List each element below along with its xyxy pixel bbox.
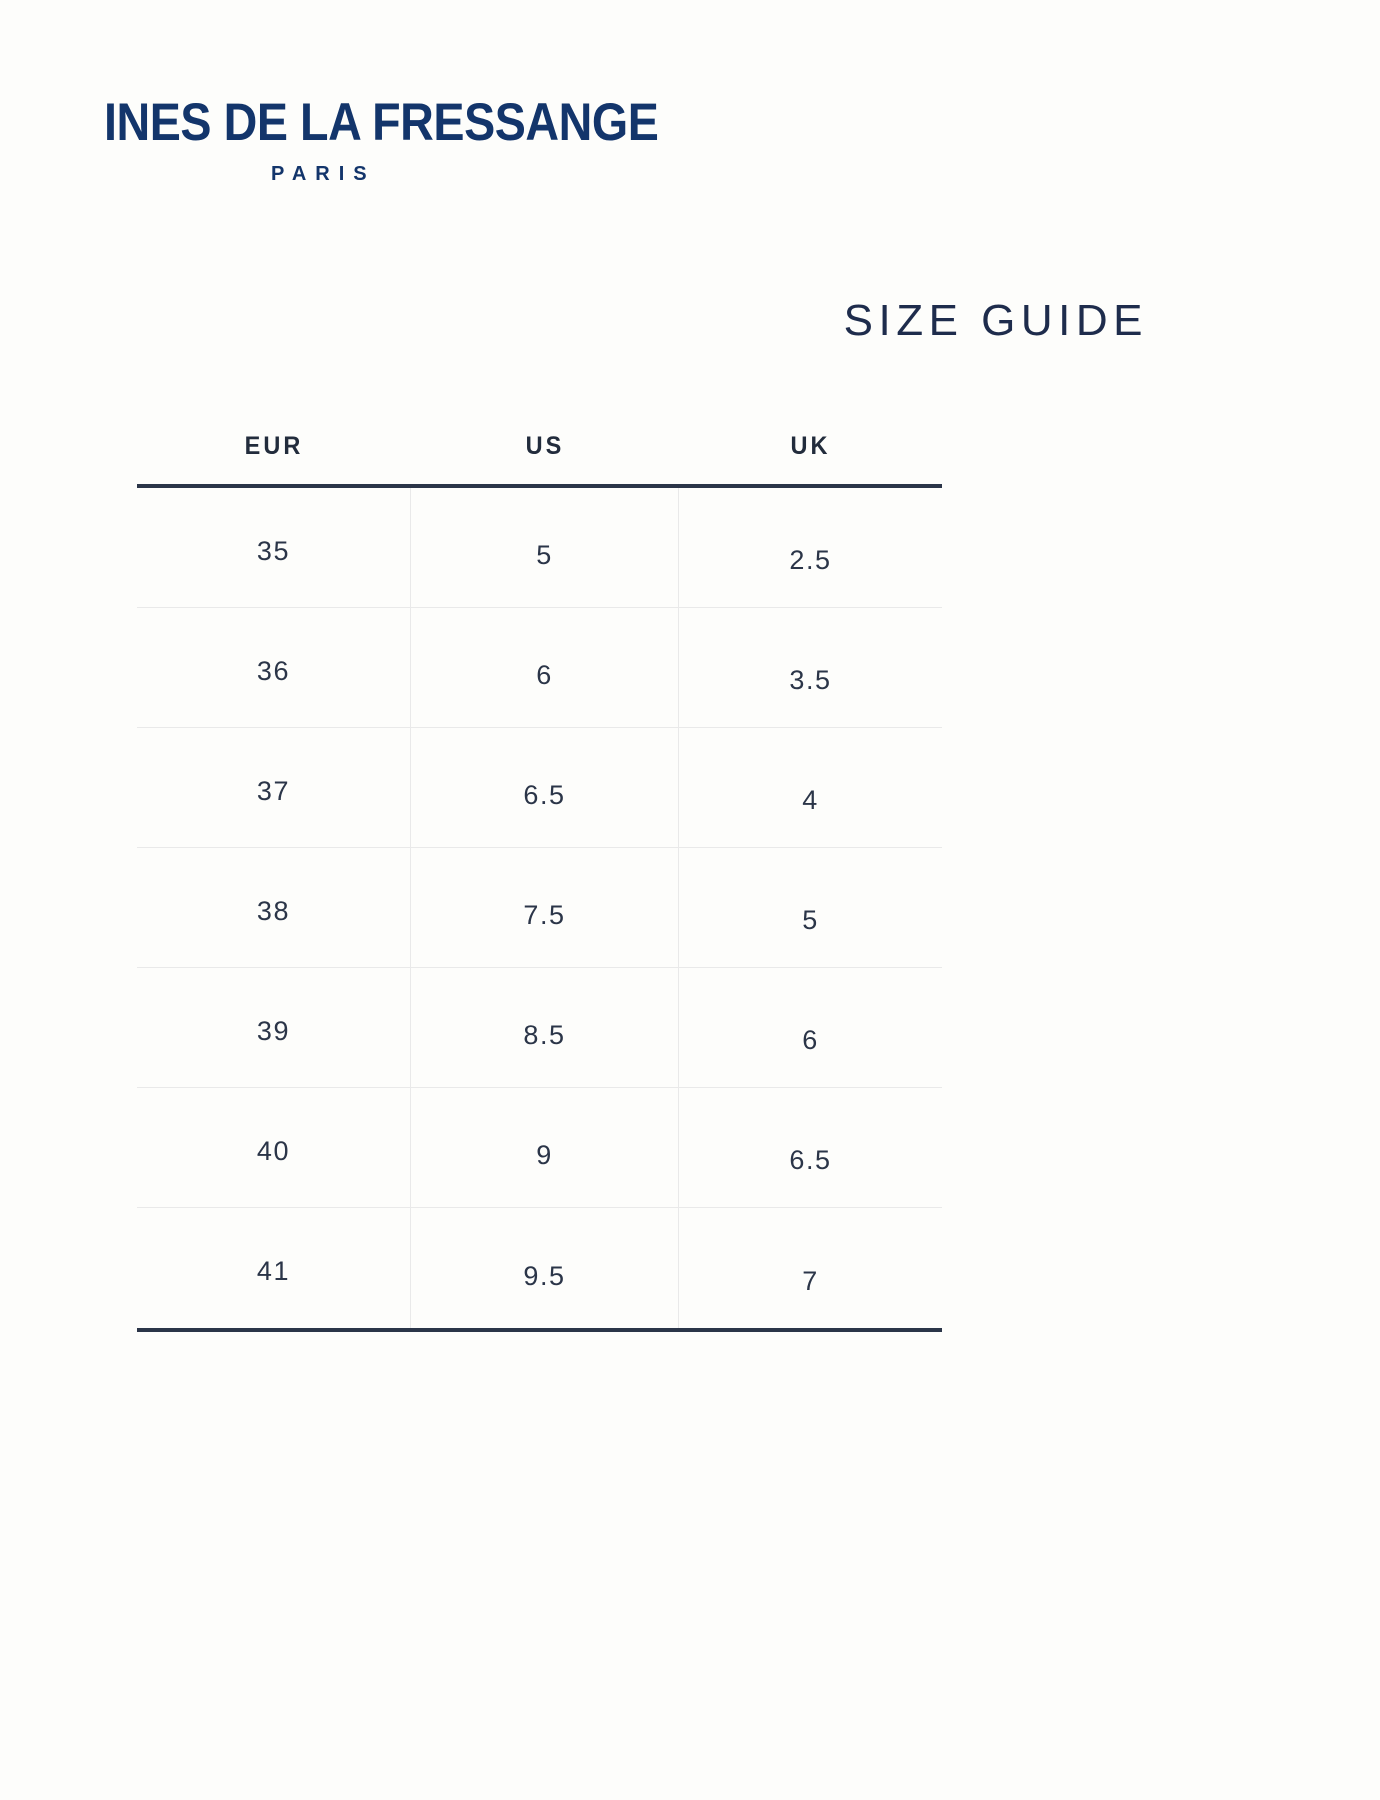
- cell-value: 9.5: [523, 1260, 566, 1291]
- cell-value: 37: [256, 775, 291, 806]
- cell-value: 6.5: [523, 780, 566, 811]
- cell-us: 9: [411, 1088, 679, 1207]
- table-row: 35 5 2.5: [137, 488, 942, 608]
- column-header-us: US: [525, 431, 565, 460]
- column-header-eur: EUR: [244, 431, 304, 460]
- cell-us: 6: [411, 608, 679, 727]
- cell-value: 8.5: [523, 1020, 566, 1051]
- cell-us: 6.5: [411, 728, 679, 847]
- table-column-headers: EUR US UK: [137, 408, 942, 484]
- cell-uk: 4: [679, 728, 942, 847]
- cell-value: 7.5: [523, 900, 566, 931]
- cell-value: 6.5: [789, 1145, 832, 1176]
- cell-eur: 37: [137, 728, 411, 847]
- cell-value: 6: [536, 660, 553, 691]
- table-body: 35 5 2.5 36 6 3.5 37 6.5 4 38 7.5 5 39 8…: [137, 484, 942, 1332]
- size-guide-table: EUR US UK 35 5 2.5 36 6 3.5 37 6.5 4 38 …: [137, 408, 942, 1332]
- cell-uk: 6.5: [679, 1088, 942, 1207]
- cell-value: 9: [536, 1140, 553, 1171]
- table-row: 40 9 6.5: [137, 1088, 942, 1208]
- cell-uk: 6: [679, 968, 942, 1087]
- cell-eur: 41: [137, 1208, 411, 1328]
- cell-value: 38: [256, 895, 291, 926]
- table-row: 38 7.5 5: [137, 848, 942, 968]
- cell-us: 9.5: [411, 1208, 679, 1328]
- table-row: 37 6.5 4: [137, 728, 942, 848]
- cell-value: 39: [256, 1015, 291, 1046]
- cell-value: 2.5: [789, 545, 832, 576]
- cell-value: 41: [256, 1256, 291, 1286]
- table-row: 41 9.5 7: [137, 1208, 942, 1328]
- table-row: 39 8.5 6: [137, 968, 942, 1088]
- page-title: SIZE GUIDE: [843, 296, 1148, 345]
- cell-value: 6: [802, 1025, 819, 1056]
- cell-us: 7.5: [411, 848, 679, 967]
- cell-eur: 38: [137, 848, 411, 967]
- brand-logo: INES DE LA FRESSANGE PARIS: [104, 96, 704, 186]
- cell-value: 4: [802, 785, 819, 816]
- cell-uk: 7: [679, 1208, 942, 1328]
- cell-value: 5: [802, 905, 819, 936]
- cell-value: 7: [802, 1265, 819, 1296]
- column-header-uk: UK: [790, 431, 831, 460]
- brand-name: INES DE LA FRESSANGE: [104, 93, 659, 152]
- cell-value: 3.5: [789, 665, 832, 696]
- cell-eur: 39: [137, 968, 411, 1087]
- cell-us: 8.5: [411, 968, 679, 1087]
- cell-eur: 36: [137, 608, 411, 727]
- brand-subtitle: PARIS: [271, 163, 376, 185]
- cell-uk: 3.5: [679, 608, 942, 727]
- cell-value: 36: [256, 655, 291, 686]
- cell-eur: 40: [137, 1088, 411, 1207]
- cell-value: 40: [256, 1135, 291, 1166]
- cell-eur: 35: [137, 488, 411, 607]
- cell-uk: 5: [679, 848, 942, 967]
- cell-value: 35: [256, 535, 291, 566]
- cell-us: 5: [411, 488, 679, 607]
- table-row: 36 6 3.5: [137, 608, 942, 728]
- cell-value: 5: [536, 540, 553, 571]
- cell-uk: 2.5: [679, 488, 942, 607]
